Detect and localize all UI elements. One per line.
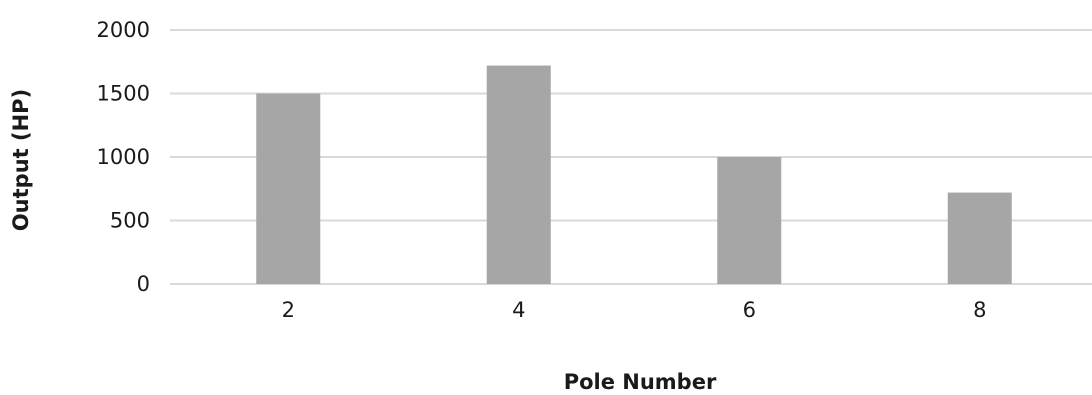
bar-6	[717, 157, 782, 284]
x-tick-label: 4	[512, 298, 525, 322]
y-tick-label: 1000	[97, 145, 150, 169]
x-axis-title: Pole Number	[564, 370, 717, 394]
bar-2	[256, 93, 321, 284]
y-tick-label: 0	[137, 272, 150, 296]
gridlines	[170, 29, 1092, 285]
y-tick-label: 2000	[97, 18, 150, 42]
y-tick-label: 500	[110, 209, 150, 233]
x-tick-label: 2	[282, 298, 295, 322]
bars	[256, 65, 1012, 284]
bar-4	[486, 65, 551, 284]
y-tick-label: 1500	[97, 82, 150, 106]
x-tick-label: 8	[973, 298, 986, 322]
y-tick-labels: 0 500 1000 1500 2000	[97, 18, 150, 296]
x-tick-label: 6	[743, 298, 756, 322]
bar-8	[947, 192, 1012, 284]
y-axis-title: Output (HP)	[9, 89, 33, 231]
x-tick-labels: 2 4 6 8	[282, 298, 987, 322]
